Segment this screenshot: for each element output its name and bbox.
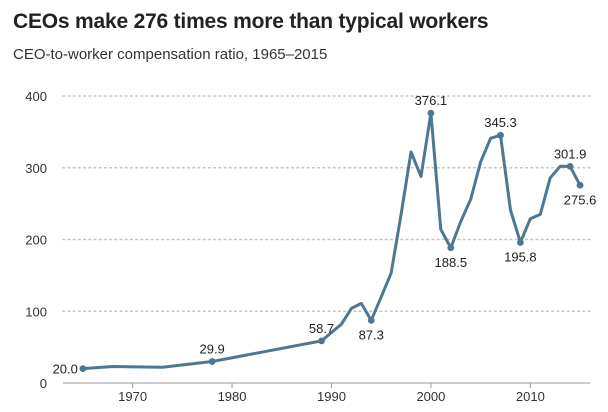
y-tick-label: 300	[25, 161, 47, 176]
data-point-marker	[318, 337, 325, 345]
data-label: 58.7	[309, 321, 334, 336]
data-point-marker	[447, 244, 455, 252]
x-tick-label: 2010	[516, 389, 545, 404]
data-point-marker	[576, 181, 584, 189]
x-tick-label: 1990	[317, 389, 346, 404]
y-tick-label: 400	[25, 89, 47, 104]
series-layer	[81, 111, 582, 371]
data-label: 87.3	[359, 327, 384, 342]
data-point-marker	[516, 239, 524, 246]
chart-subtitle: CEO-to-worker compensation ratio, 1965–2…	[13, 46, 328, 63]
grid-lines	[62, 95, 591, 384]
data-label: 195.8	[504, 250, 537, 265]
y-tick-label: 200	[25, 233, 47, 248]
y-tick-label: 100	[25, 304, 47, 319]
y-tick-label: 0	[40, 376, 47, 391]
marker-layer	[79, 109, 584, 373]
x-tick-label: 2000	[416, 389, 445, 404]
data-point-marker	[79, 365, 87, 373]
data-labels: 20.0 29.9 58.7 87.3 376.1 188.5 345.3 195.8 301.…	[53, 93, 597, 377]
x-axis: 1970 1980 1990 2000 2010	[118, 383, 545, 404]
data-label: 345.3	[484, 115, 517, 130]
data-label: 29.9	[199, 342, 224, 357]
x-tick-label: 1980	[218, 389, 247, 404]
chart-title: CEOs make 276 times more than typical wo…	[13, 10, 489, 33]
data-point-marker	[497, 131, 504, 139]
x-tick-label: 1970	[118, 389, 147, 404]
data-label: 301.9	[554, 146, 587, 161]
data-point-marker	[208, 358, 216, 365]
data-label: 376.1	[415, 93, 448, 108]
data-point-marker	[367, 316, 375, 324]
data-label: 188.5	[435, 255, 468, 270]
data-label: 275.6	[564, 192, 597, 207]
y-axis: 0 100 200 300 400	[25, 89, 47, 391]
data-point-marker	[427, 109, 435, 117]
data-point-marker	[566, 162, 574, 170]
data-label: 20.0	[53, 362, 78, 377]
series-line	[81, 111, 582, 371]
